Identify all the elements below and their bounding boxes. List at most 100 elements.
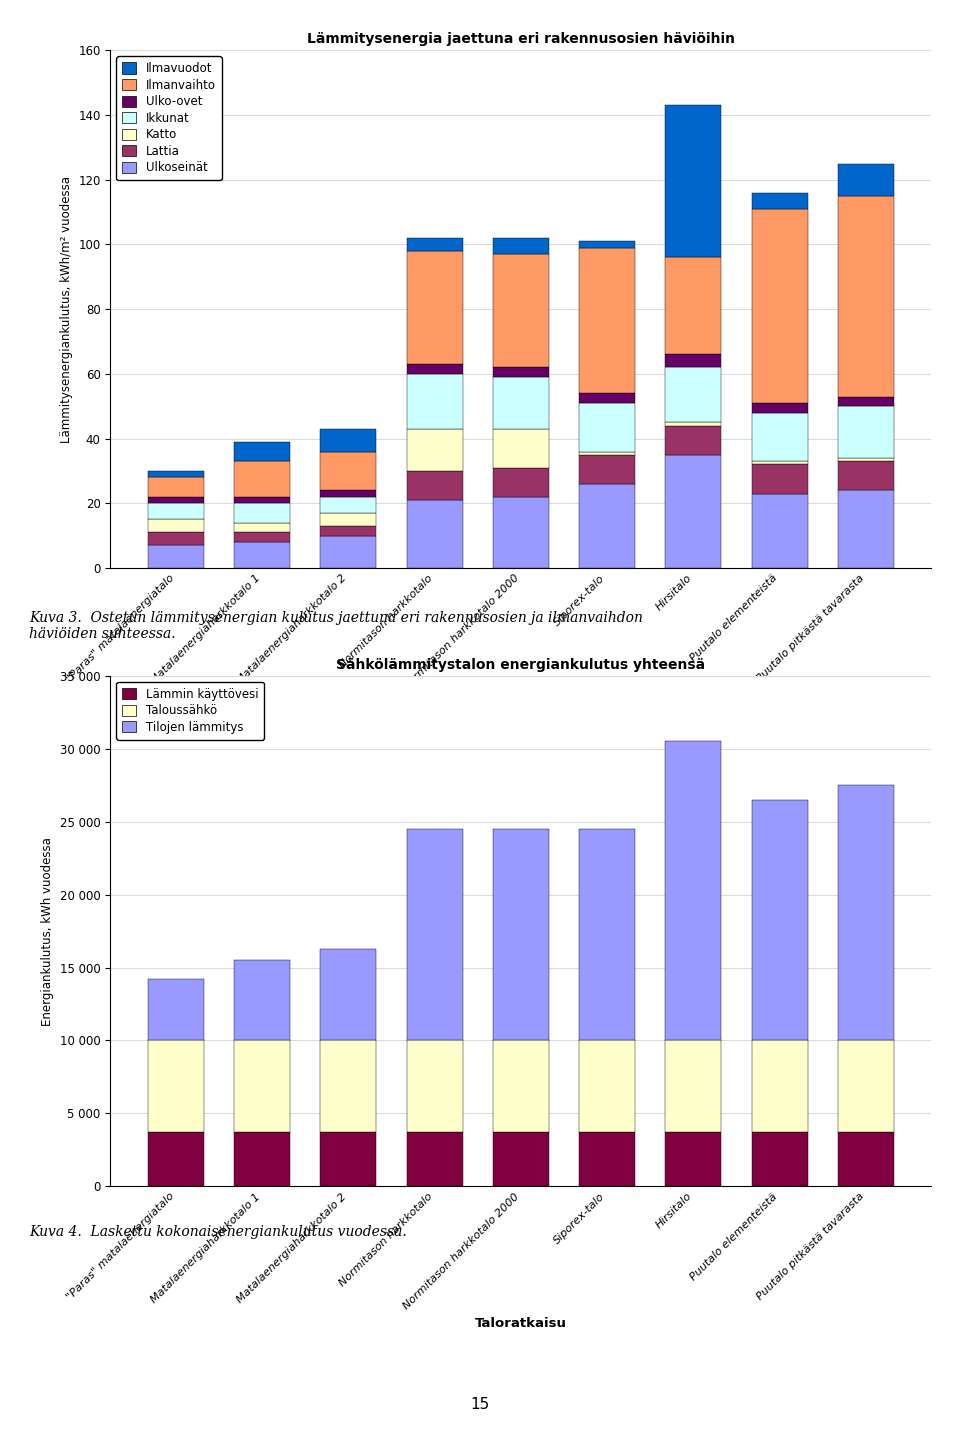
Bar [406, 252, 463, 364]
Bar [148, 545, 204, 568]
Bar [579, 828, 636, 1041]
Bar [665, 105, 721, 257]
Bar [406, 828, 463, 1041]
Bar [665, 257, 721, 355]
X-axis label: Taloratkaisu: Taloratkaisu [475, 699, 566, 712]
Legend: Ilmavuodot, Ilmanvaihto, Ulko-ovet, Ikkunat, Katto, Lattia, Ulkoseinät: Ilmavuodot, Ilmanvaihto, Ulko-ovet, Ikku… [116, 56, 222, 180]
Bar [406, 374, 463, 429]
Bar [492, 255, 549, 368]
Bar [752, 193, 807, 209]
Bar [234, 523, 290, 532]
Bar [492, 368, 549, 377]
Text: 15: 15 [470, 1398, 490, 1412]
Bar [321, 513, 376, 526]
Bar [665, 454, 721, 568]
Bar [752, 464, 807, 493]
Bar [406, 429, 463, 472]
Bar [492, 429, 549, 467]
Bar [752, 462, 807, 464]
Bar [406, 1132, 463, 1186]
Bar [148, 532, 204, 545]
X-axis label: Taloratkaisu: Taloratkaisu [475, 1317, 566, 1330]
Bar [321, 1041, 376, 1132]
Bar [752, 1041, 807, 1132]
Bar [406, 1041, 463, 1132]
Bar [665, 355, 721, 368]
Bar [838, 459, 894, 462]
Y-axis label: Energiankulutus, kWh vuodessa: Energiankulutus, kWh vuodessa [41, 837, 55, 1025]
Bar [492, 377, 549, 429]
Bar [838, 462, 894, 490]
Bar [234, 441, 290, 462]
Bar [321, 452, 376, 490]
Bar [752, 413, 807, 462]
Text: Kuva 4.  Laskettu kokonaisenergiankulutus vuodessa.: Kuva 4. Laskettu kokonaisenergiankulutus… [29, 1225, 406, 1240]
Bar [752, 1132, 807, 1186]
Text: Kuva 3.  Ostetun lämmitysenergian kulutus jaettuna eri rakennusosien ja ilmanvai: Kuva 3. Ostetun lämmitysenergian kulutus… [29, 611, 642, 641]
Bar [665, 426, 721, 454]
Bar [579, 1132, 636, 1186]
Bar [492, 239, 549, 255]
Bar [148, 519, 204, 532]
Bar [234, 498, 290, 503]
Bar [321, 536, 376, 568]
Bar [234, 542, 290, 568]
Bar [838, 490, 894, 568]
Bar [579, 483, 636, 568]
Bar [321, 949, 376, 1041]
Bar [665, 368, 721, 423]
Bar [492, 1041, 549, 1132]
Title: Sähkölämmitystalon energiankulutus yhteensä: Sähkölämmitystalon energiankulutus yhtee… [336, 659, 706, 672]
Bar [148, 498, 204, 503]
Bar [752, 209, 807, 403]
Bar [838, 196, 894, 397]
Bar [752, 403, 807, 413]
Bar [838, 1132, 894, 1186]
Bar [579, 242, 636, 247]
Legend: Lämmin käyttövesi, Taloussähkö, Tilojen lämmitys: Lämmin käyttövesi, Taloussähkö, Tilojen … [116, 682, 264, 739]
Bar [234, 462, 290, 498]
Bar [148, 477, 204, 498]
Bar [148, 472, 204, 477]
Bar [579, 454, 636, 483]
Bar [579, 247, 636, 394]
Bar [321, 498, 376, 513]
Bar [234, 1041, 290, 1132]
Bar [148, 979, 204, 1041]
Bar [234, 1132, 290, 1186]
Bar [665, 1041, 721, 1132]
Bar [234, 532, 290, 542]
Bar [321, 429, 376, 452]
Bar [406, 364, 463, 374]
Bar [579, 1041, 636, 1132]
Bar [406, 500, 463, 568]
Bar [321, 1132, 376, 1186]
Bar [665, 1132, 721, 1186]
Bar [752, 800, 807, 1041]
Bar [406, 239, 463, 252]
Bar [406, 472, 463, 500]
Bar [492, 498, 549, 568]
Bar [579, 394, 636, 403]
Y-axis label: Lämmitysenergiankulutus, kWh/m² vuodessa: Lämmitysenergiankulutus, kWh/m² vuodessa [60, 175, 73, 443]
Bar [492, 828, 549, 1041]
Bar [492, 1132, 549, 1186]
Bar [838, 164, 894, 196]
Bar [148, 1132, 204, 1186]
Bar [321, 490, 376, 498]
Bar [492, 467, 549, 498]
Bar [579, 452, 636, 454]
Bar [321, 526, 376, 536]
Bar [579, 403, 636, 452]
Title: Lämmitysenergia jaettuna eri rakennusosien häviöihin: Lämmitysenergia jaettuna eri rakennusosi… [307, 33, 734, 46]
Bar [234, 961, 290, 1041]
Bar [838, 1041, 894, 1132]
Bar [838, 397, 894, 407]
Bar [148, 503, 204, 519]
Bar [838, 407, 894, 459]
Bar [148, 1041, 204, 1132]
Bar [838, 785, 894, 1041]
Bar [234, 503, 290, 523]
Bar [665, 742, 721, 1041]
Bar [752, 493, 807, 568]
